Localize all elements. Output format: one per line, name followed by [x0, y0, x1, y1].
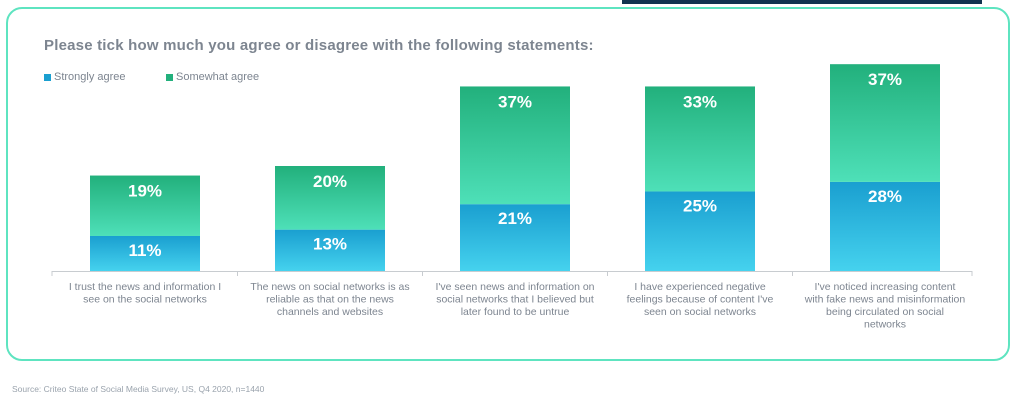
- data-label-somewhat-agree-4: 37%: [868, 70, 902, 89]
- legend-item-somewhat-agree: Somewhat agree: [166, 71, 259, 83]
- bar-strongly-agree-2: [460, 204, 570, 271]
- bar-strongly-agree-1: [275, 229, 385, 271]
- data-label-strongly-agree-1: 13%: [313, 235, 347, 254]
- top-accent-bar: [622, 0, 982, 4]
- data-label-somewhat-agree-1: 20%: [313, 172, 347, 191]
- category-label-4: I've noticed increasing content with fake…: [804, 281, 966, 331]
- bar-somewhat-agree-2: [460, 86, 570, 205]
- data-label-somewhat-agree-2: 37%: [498, 92, 532, 111]
- legend-swatch-strongly-agree: [44, 73, 51, 81]
- bar-strongly-agree-3: [645, 191, 755, 271]
- source-note: Source: Criteo State of Social Media Sur…: [12, 384, 265, 394]
- data-label-strongly-agree-2: 21%: [498, 209, 532, 228]
- legend-item-strongly-agree: Strongly agree: [44, 71, 126, 83]
- legend-label-somewhat-agree: Somewhat agree: [176, 71, 260, 83]
- bar-somewhat-agree-3: [645, 86, 755, 192]
- category-label-3: I have experienced negative feelings beca…: [627, 281, 774, 318]
- data-label-somewhat-agree-3: 33%: [683, 92, 717, 111]
- chart-title: Please tick how much you agree or disagr…: [44, 37, 594, 54]
- bar-somewhat-agree-1: [275, 166, 385, 230]
- category-label-2: I've seen news and information on social …: [435, 281, 594, 318]
- bar-strongly-agree-0: [90, 236, 200, 271]
- bar-somewhat-agree-0: [90, 175, 200, 236]
- data-label-strongly-agree-0: 11%: [128, 241, 161, 260]
- legend-swatch-somewhat-agree: [166, 73, 173, 81]
- data-label-strongly-agree-4: 28%: [868, 187, 902, 206]
- bar-strongly-agree-4: [830, 181, 940, 271]
- data-label-strongly-agree-3: 25%: [683, 196, 717, 215]
- legend-label-strongly-agree: Strongly agree: [54, 71, 126, 83]
- data-label-somewhat-agree-0: 19%: [128, 182, 162, 201]
- category-label-1: The news on social networks is as reliabl…: [250, 281, 409, 318]
- bar-somewhat-agree-4: [830, 64, 940, 182]
